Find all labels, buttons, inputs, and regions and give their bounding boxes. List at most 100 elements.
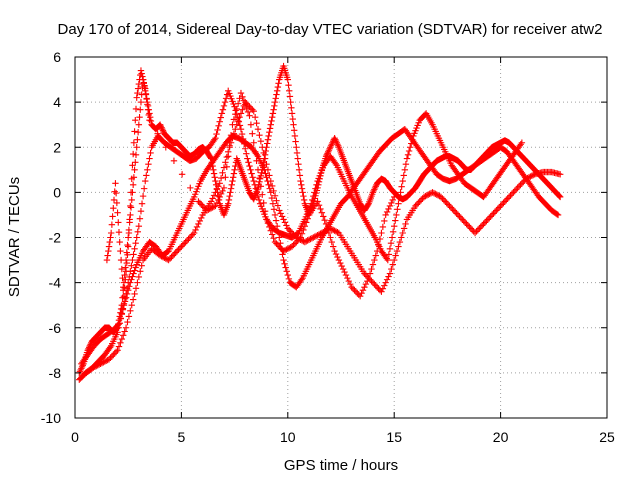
data-point — [379, 223, 387, 231]
data-point — [507, 192, 514, 199]
data-point — [122, 264, 129, 271]
data-point — [142, 177, 149, 185]
data-point — [178, 243, 185, 250]
data-point — [423, 192, 431, 199]
data-point — [329, 243, 337, 250]
data-point — [341, 268, 348, 276]
data-point — [244, 101, 252, 109]
data-point — [132, 105, 140, 113]
data-point — [273, 197, 280, 204]
data-point — [555, 192, 562, 199]
data-point — [320, 229, 327, 236]
y-tick-label: -6 — [49, 320, 62, 336]
data-point — [320, 213, 327, 220]
x-tick-label: 5 — [178, 429, 186, 445]
data-point — [332, 228, 340, 235]
data-point — [403, 155, 411, 162]
data-point — [281, 260, 288, 268]
data-point — [299, 189, 306, 196]
data-point — [115, 219, 122, 226]
chart-title: Day 170 of 2014, Sidereal Day-to-day VTE… — [58, 21, 603, 38]
data-point — [488, 211, 496, 219]
data-point — [281, 219, 289, 226]
data-point — [248, 170, 255, 177]
data-point — [190, 229, 198, 237]
data-point — [195, 198, 202, 205]
data-point — [297, 177, 304, 185]
data-point — [365, 274, 372, 282]
data-point — [107, 354, 114, 362]
data-point — [120, 292, 128, 300]
data-point — [88, 365, 96, 372]
data-point — [182, 238, 189, 246]
data-point — [124, 318, 131, 326]
data-point — [493, 207, 500, 214]
data-point — [237, 110, 245, 117]
data-point — [473, 228, 480, 235]
data-point — [267, 177, 274, 185]
data-point — [265, 132, 272, 140]
data-point — [161, 254, 168, 262]
data-point — [270, 206, 278, 213]
data-point — [119, 274, 126, 282]
data-point — [139, 192, 147, 200]
data-point — [371, 186, 378, 193]
data-point — [517, 181, 524, 189]
data-point — [186, 234, 194, 241]
data-point — [373, 283, 381, 291]
data-point — [229, 177, 236, 185]
data-point — [179, 241, 187, 249]
data-point — [215, 122, 222, 130]
data-point — [217, 190, 225, 198]
data-point — [131, 166, 138, 174]
data-point — [175, 246, 182, 253]
data-point — [400, 172, 407, 179]
data-point — [278, 213, 286, 220]
data-point — [433, 191, 440, 198]
data-point — [220, 102, 228, 110]
data-point — [556, 171, 564, 178]
data-point — [375, 241, 382, 249]
data-point — [463, 220, 470, 228]
data-point — [287, 228, 294, 235]
data-point — [391, 223, 398, 230]
data-point — [196, 199, 204, 207]
data-point — [267, 121, 274, 128]
data-point — [209, 195, 216, 202]
data-point — [109, 213, 116, 220]
data-point — [272, 217, 280, 224]
data-point — [425, 191, 432, 198]
data-point — [207, 204, 215, 212]
data-point — [456, 213, 463, 220]
data-point — [303, 238, 310, 245]
data-point — [372, 282, 379, 289]
data-point — [312, 185, 319, 192]
data-point — [136, 113, 143, 121]
data-point — [503, 196, 510, 204]
data-point — [236, 122, 244, 129]
data-point — [129, 256, 136, 264]
tick-layer: 0 5 10 15 20 25 -10 -8 -6 -4 -2 0 2 4 6 — [41, 49, 615, 445]
data-point — [391, 193, 398, 201]
data-point — [408, 140, 415, 147]
data-point — [258, 169, 265, 177]
data-point — [239, 93, 246, 101]
data-point — [372, 183, 379, 190]
data-point — [391, 256, 398, 264]
data-point — [227, 139, 235, 146]
data-point — [268, 117, 275, 125]
data-point — [334, 142, 342, 149]
data-point — [530, 171, 537, 179]
data-point — [131, 245, 138, 252]
data-point — [132, 239, 139, 247]
data-point — [358, 289, 365, 297]
data-point — [111, 350, 118, 357]
data-point — [236, 113, 243, 121]
data-point — [454, 211, 462, 219]
x-tick-label: 25 — [599, 429, 615, 445]
data-point — [268, 113, 276, 121]
data-point — [115, 321, 122, 328]
data-point — [332, 250, 340, 258]
data-point — [361, 283, 368, 291]
data-point — [108, 353, 116, 360]
